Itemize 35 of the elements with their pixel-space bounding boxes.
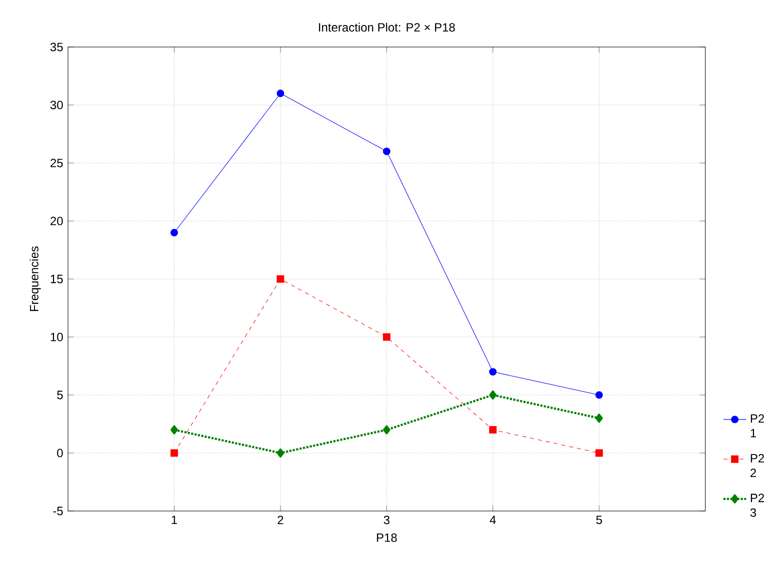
- point: [595, 414, 603, 423]
- point: [489, 426, 497, 434]
- point: [276, 448, 284, 458]
- chart-title: Interaction Plot: P2 × P18: [319, 22, 455, 32]
- y-tick-label: 0: [57, 448, 63, 458]
- point: [170, 425, 178, 434]
- x-tick-label: 4: [490, 516, 496, 524]
- x-tick-label: 1: [172, 516, 177, 524]
- point: [170, 449, 178, 457]
- y-tick-label: 10: [50, 332, 63, 342]
- x-tick-label: 3: [384, 516, 390, 524]
- point: [170, 228, 178, 236]
- point: [382, 333, 390, 341]
- y-tick-label: 15: [50, 274, 63, 284]
- y-tick-label: 5: [57, 390, 63, 400]
- x-tick-label: 5: [596, 516, 602, 524]
- point: [383, 425, 390, 434]
- legend-label: P2 2: [750, 454, 764, 478]
- legend-label: P2 1: [750, 414, 764, 438]
- x-tick-label: 2: [278, 516, 284, 524]
- point: [489, 390, 497, 400]
- point: [276, 275, 284, 283]
- point: [276, 90, 284, 98]
- y-tick-label: 35: [50, 42, 63, 52]
- x-axis-title: P18: [376, 533, 397, 542]
- y-axis-title: Frequencies: [30, 246, 41, 312]
- y-tick-label: 25: [50, 158, 63, 168]
- point: [489, 368, 497, 376]
- y-tick-label: 20: [50, 216, 63, 226]
- y-tick-label: -5: [53, 506, 63, 516]
- y-tick-label: 30: [50, 100, 63, 110]
- point: [595, 449, 603, 457]
- point: [382, 148, 390, 156]
- point: [595, 391, 603, 399]
- legend-label: P2 3: [750, 494, 764, 517]
